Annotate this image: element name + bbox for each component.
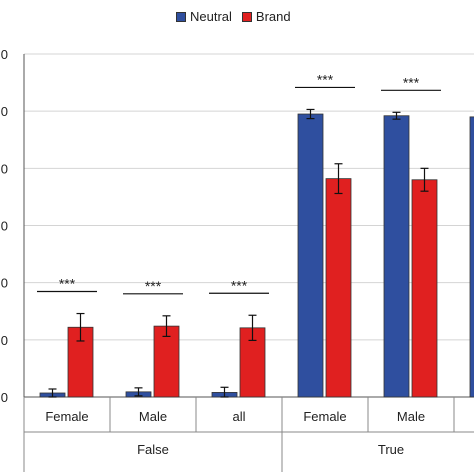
group-label: False [137,442,169,457]
x-tick-label: Female [303,409,346,424]
legend-item-brand: Brand [241,9,291,24]
y-tick-label: 0 [1,161,8,176]
x-tick-label: Male [397,409,425,424]
significance-label: *** [231,277,248,293]
significance-label: *** [59,276,76,292]
legend-item-neutral: Neutral [176,9,232,24]
group-label: True [378,442,404,457]
significance-label: *** [145,278,162,294]
bar-neutral [297,113,324,398]
y-tick-label: 0 [1,219,8,234]
significance-label: *** [403,74,420,90]
x-tick-label: all [232,409,245,424]
bar-neutral [383,115,410,398]
x-tick-label: Female [45,409,88,424]
bar-brand [153,325,180,398]
legend-label-brand: Brand [255,9,291,24]
y-tick-label: 0 [1,390,8,405]
legend: Neutral Brand [176,9,301,24]
bar-neutral [469,116,474,398]
y-tick-label: 0 [1,47,8,62]
y-tick-label: 0 [1,276,8,291]
legend-swatch-neutral [176,11,186,22]
x-tick-label: Male [139,409,167,424]
legend-label-neutral: Neutral [190,9,232,24]
legend-swatch-brand [241,11,252,22]
y-tick-label: 0 [1,104,8,119]
bar-brand [411,179,438,398]
y-tick-label: 0 [1,333,8,348]
significance-label: *** [317,71,334,87]
bar-brand [325,178,352,398]
